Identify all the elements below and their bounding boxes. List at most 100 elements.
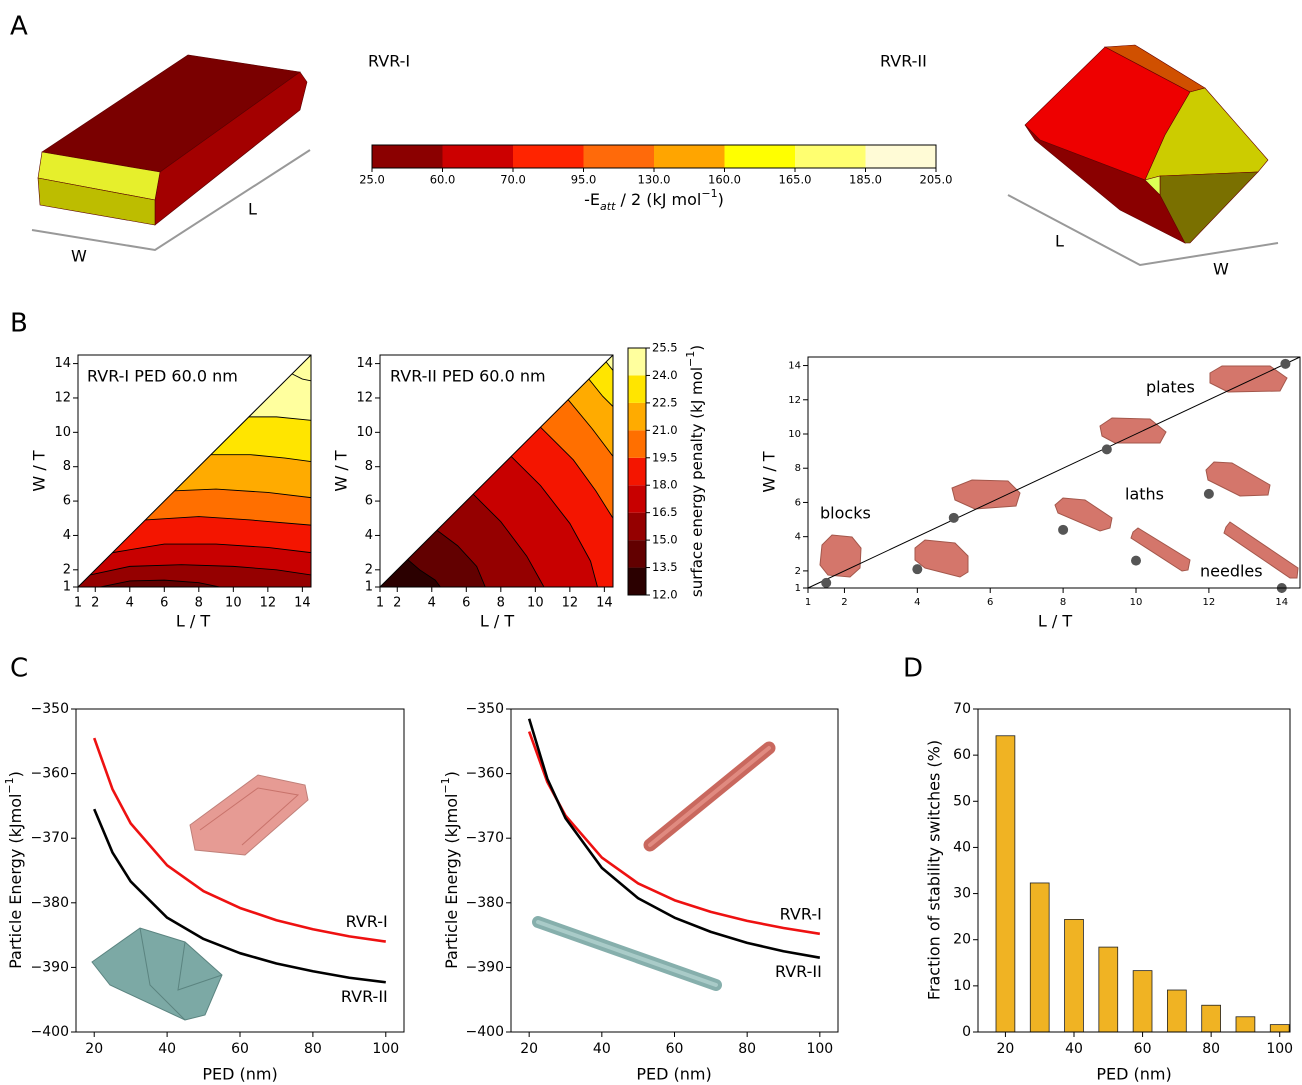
point	[949, 513, 959, 523]
y-tick-label: 6	[63, 494, 71, 509]
y-tick-label: 14	[788, 361, 801, 372]
series-label: RVR-I	[346, 912, 388, 931]
label-part: / 2 (kJ mol	[615, 190, 701, 209]
bar	[1236, 1017, 1255, 1032]
y-tick-label: −380	[466, 895, 504, 911]
x-tick-label: 100	[372, 1041, 399, 1057]
y-axis-label: Fraction of stability switches (%)	[925, 740, 944, 1000]
point	[1102, 444, 1112, 454]
y-tick-label: 8	[365, 459, 373, 474]
point	[1204, 489, 1214, 499]
y-tick-label: 0	[962, 1024, 971, 1040]
y-tick-label: 30	[953, 886, 971, 902]
y-tick-label: 2	[63, 562, 71, 577]
y-tick-label: 10	[788, 429, 801, 440]
label-part: −1	[684, 351, 697, 367]
y-tick-label: 1	[795, 583, 801, 594]
y-tick-label: 2	[365, 562, 373, 577]
colorbar-tick-label: 18.0	[652, 478, 678, 492]
y-tick-label: −400	[31, 1024, 69, 1040]
label-part: Particle Energy (kJmol	[6, 794, 25, 969]
label-part: −1	[439, 777, 452, 793]
panel-label: D	[903, 654, 923, 684]
panel-label: B	[10, 309, 28, 339]
dimension-label: L	[1055, 232, 1064, 251]
y-axis-label: Particle Energy (kJmol−1)	[439, 771, 461, 969]
x-tick-label: 10	[225, 596, 242, 611]
color-band	[628, 430, 646, 457]
point	[821, 578, 831, 588]
bar	[1167, 990, 1186, 1032]
x-tick-label: 80	[304, 1041, 322, 1057]
color-band	[628, 375, 646, 402]
point	[1131, 556, 1141, 566]
y-tick-label: −360	[466, 766, 504, 782]
y-tick-label: 70	[953, 701, 971, 717]
annotation: needles	[1200, 562, 1263, 581]
x-tick-label: 4	[428, 596, 436, 611]
label-part: )	[442, 771, 461, 777]
x-tick-label: 100	[1266, 1041, 1293, 1057]
colorbar-tick-label: 95.0	[571, 173, 597, 187]
crystal-rvr-ii	[1025, 45, 1268, 243]
x-tick-label: 2	[91, 596, 99, 611]
colorbar-tick-label: 160.0	[708, 173, 741, 187]
series-label: RVR-I	[780, 904, 822, 923]
y-tick-label: −390	[31, 959, 69, 975]
bar	[1133, 971, 1152, 1032]
y-tick-label: 10	[356, 425, 373, 440]
y-tick-label: 1	[365, 580, 373, 595]
y-axis-label: W / T	[30, 450, 49, 491]
x-tick-label: 40	[1065, 1041, 1083, 1057]
plot-title: RVR-II PED 60.0 nm	[390, 367, 546, 386]
colorbar-tick-label: 22.5	[652, 395, 678, 409]
x-axis-label: PED (nm)	[1096, 1065, 1171, 1084]
point	[1058, 525, 1068, 535]
color-band	[628, 403, 646, 430]
x-tick-label: 80	[1202, 1041, 1220, 1057]
series-label: RVR-II	[341, 987, 388, 1006]
label-part: )	[718, 190, 724, 209]
colorbar-tick-label: 60.0	[430, 173, 456, 187]
y-tick-label: 50	[953, 793, 971, 809]
figure: 25.060.070.095.0130.0160.0165.0185.0205.…	[0, 0, 1302, 1085]
x-tick-label: 8	[195, 596, 203, 611]
color-band	[866, 145, 937, 168]
colorbar-tick-label: 13.5	[652, 560, 678, 574]
y-axis-label: W / T	[332, 450, 351, 491]
y-tick-label: 2	[795, 566, 801, 577]
y-tick-label: 8	[63, 459, 71, 474]
x-tick-label: 6	[160, 596, 168, 611]
color-band	[628, 485, 646, 512]
x-axis-label: PED (nm)	[636, 1065, 711, 1084]
color-band	[628, 540, 646, 567]
bar	[1099, 947, 1118, 1032]
y-axis-label: Particle Energy (kJmol−1)	[3, 771, 25, 969]
x-tick-label: 12	[562, 596, 579, 611]
colorbar-tick-label: 25.0	[359, 173, 385, 187]
y-tick-label: −350	[466, 701, 504, 717]
x-tick-label: 6	[462, 596, 470, 611]
label-part: )	[6, 771, 25, 777]
y-tick-label: −350	[31, 701, 69, 717]
x-tick-label: 4	[126, 596, 134, 611]
x-tick-label: 60	[666, 1041, 684, 1057]
label-part: -E	[584, 190, 600, 209]
y-tick-label: 12	[356, 390, 373, 405]
color-band	[443, 145, 514, 168]
x-tick-label: 14	[294, 596, 311, 611]
bar	[1270, 1025, 1289, 1032]
y-tick-label: 40	[953, 839, 971, 855]
label-part: Particle Energy (kJmol	[442, 794, 461, 969]
color-band	[584, 145, 655, 168]
colorbar-tick-label: 185.0	[849, 173, 882, 187]
x-tick-label: 14	[596, 596, 613, 611]
colorbar-tick-label: 16.5	[652, 505, 678, 519]
crystal-rvr-i	[38, 55, 307, 225]
label-part: att	[600, 200, 616, 213]
x-tick-label: 14	[1275, 597, 1288, 608]
line-series	[529, 719, 820, 958]
x-tick-label: 20	[997, 1041, 1015, 1057]
y-tick-label: 10	[953, 978, 971, 994]
y-tick-label: 4	[795, 532, 801, 543]
